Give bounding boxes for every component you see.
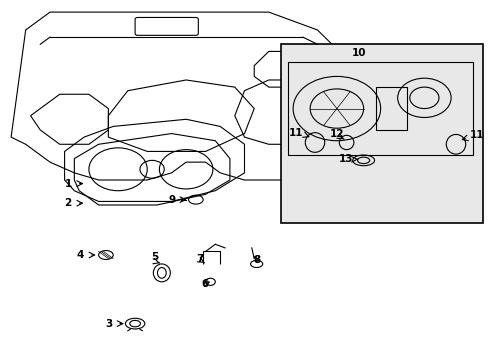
Bar xyxy=(375,87,407,130)
Text: 6: 6 xyxy=(201,279,208,289)
Text: 8: 8 xyxy=(252,255,260,265)
Text: 4: 4 xyxy=(77,250,84,260)
Text: 10: 10 xyxy=(351,48,365,58)
Text: 9: 9 xyxy=(169,195,176,204)
Text: 11: 11 xyxy=(468,130,483,140)
Text: 5: 5 xyxy=(151,252,158,262)
Text: 12: 12 xyxy=(329,129,344,139)
Text: 13: 13 xyxy=(338,154,352,164)
Text: 3: 3 xyxy=(105,319,113,329)
Text: 11: 11 xyxy=(289,128,303,138)
Text: 1: 1 xyxy=(64,179,71,189)
Text: 7: 7 xyxy=(196,254,203,264)
Text: 2: 2 xyxy=(64,198,71,208)
Bar xyxy=(281,44,482,223)
